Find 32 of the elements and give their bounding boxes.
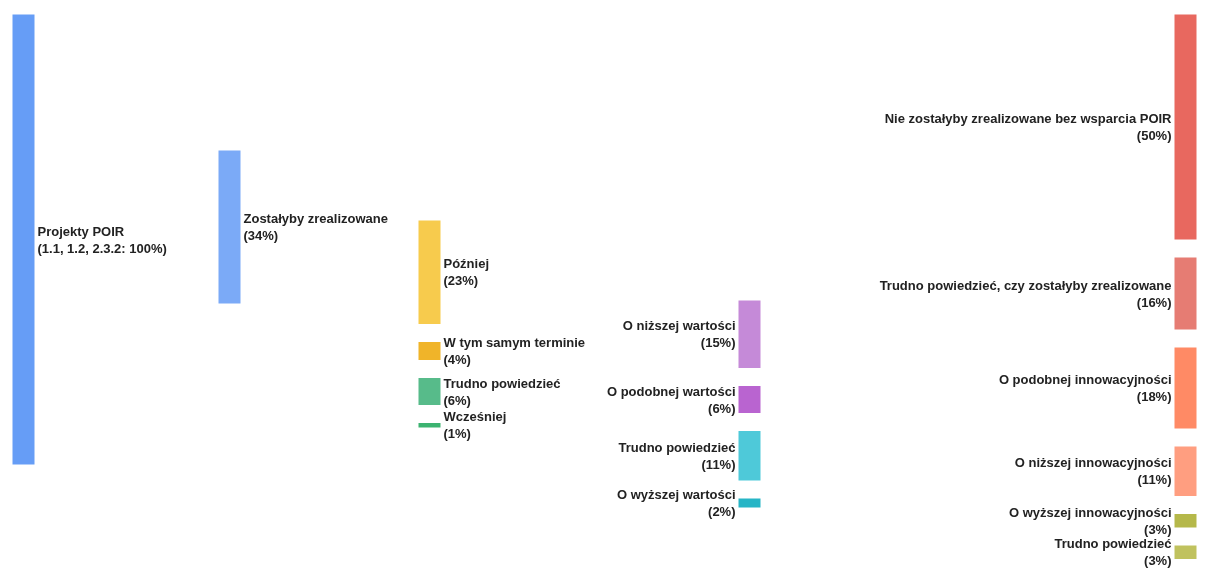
data-label: (2%): [708, 504, 736, 519]
data-label: (4%): [443, 352, 471, 367]
category-label: O wyższej wartości: [617, 487, 736, 502]
category-label: W tym samym terminie: [443, 335, 586, 350]
data-label: (34%): [243, 228, 279, 243]
category-label: O niższej wartości: [622, 318, 736, 334]
category-label: Projekty POIR: [37, 223, 125, 239]
data-label: (16%): [1136, 294, 1172, 310]
data-label: (23%): [443, 273, 479, 289]
category-label: Wcześniej: [443, 409, 507, 425]
category-label: Trudno powiedzieć: [443, 375, 561, 391]
category-label: Nie zostałyby zrealizowane bez wsparcia POIR: [884, 111, 1173, 126]
category-label: O podobnej innowacyjności: [998, 372, 1172, 387]
data-label: (6%): [708, 400, 736, 416]
data-label: (3%): [1144, 553, 1172, 568]
data-label: (18%): [1136, 389, 1172, 404]
category-label: Zostałyby zrealizowane: [243, 211, 388, 226]
data-label: (15%): [700, 335, 736, 351]
category-label: Trudno powiedzieć, czy zostałyby zrealizowane: [879, 277, 1172, 293]
category-label: Później: [443, 256, 490, 272]
data-label: (3%): [1144, 521, 1172, 537]
category-label: O niższej innowacyjności: [1014, 455, 1172, 471]
data-label: (11%): [1137, 472, 1172, 488]
data-label: (1.1, 1.2, 2.3.2: 100%): [37, 240, 167, 256]
data-label: (6%): [443, 392, 471, 408]
data-label: (1%): [443, 426, 471, 442]
category-label: Trudno powiedzieć: [1054, 536, 1172, 552]
category-label: Trudno powiedzieć: [618, 439, 736, 455]
data-label: (50%): [1136, 128, 1172, 143]
category-label: O wyższej innowacyjności: [1008, 504, 1172, 520]
data-label: (11%): [701, 456, 736, 472]
category-label: O podobnej wartości: [606, 383, 736, 399]
